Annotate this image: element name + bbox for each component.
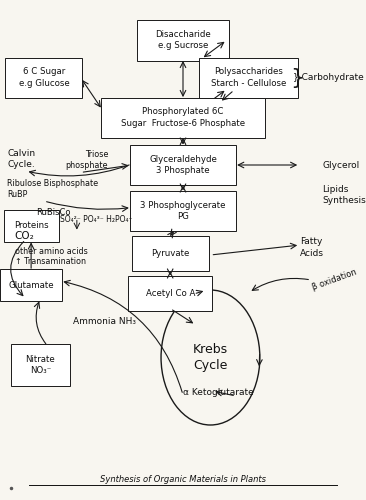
FancyBboxPatch shape (132, 236, 209, 271)
Text: Phosphorylated 6C
Sugar  Fructose-6 Phosphate: Phosphorylated 6C Sugar Fructose-6 Phosp… (121, 108, 245, 128)
Text: other amino acids: other amino acids (15, 246, 87, 256)
Text: β oxidation: β oxidation (311, 268, 358, 292)
Text: }: } (290, 68, 305, 87)
Text: CO₂: CO₂ (15, 231, 34, 241)
Text: } Carbohydrate: } Carbohydrate (293, 73, 363, 82)
Text: ↑ Transamination: ↑ Transamination (15, 256, 86, 266)
FancyBboxPatch shape (199, 58, 298, 98)
FancyBboxPatch shape (130, 145, 236, 185)
Text: Acetyl Co A: Acetyl Co A (146, 289, 195, 298)
Text: 3 Phosphoglycerate
PG: 3 Phosphoglycerate PG (140, 201, 226, 221)
FancyBboxPatch shape (130, 191, 236, 231)
Text: Ammonia NH₃: Ammonia NH₃ (73, 316, 136, 326)
FancyBboxPatch shape (4, 210, 59, 242)
FancyBboxPatch shape (0, 269, 62, 301)
FancyBboxPatch shape (11, 344, 70, 386)
Text: Ribulose Bisphosphate
RuBP: Ribulose Bisphosphate RuBP (7, 179, 98, 199)
Text: Polysaccharides
Starch - Cellulose: Polysaccharides Starch - Cellulose (211, 68, 287, 87)
Text: Triose
phosphate: Triose phosphate (66, 150, 108, 170)
Text: Calvin
Cycle.: Calvin Cycle. (7, 149, 36, 169)
Text: α Ketoglutarate: α Ketoglutarate (183, 388, 254, 397)
Text: RuBisCo: RuBisCo (37, 208, 71, 217)
FancyBboxPatch shape (128, 276, 212, 311)
Text: Nitrate
NO₃⁻: Nitrate NO₃⁻ (25, 355, 55, 375)
Text: Glutamate: Glutamate (8, 280, 54, 289)
Text: SO₄²⁻ PO₄³⁻ H₂PO₄⁻: SO₄²⁻ PO₄³⁻ H₂PO₄⁻ (60, 216, 133, 224)
Text: 6 C Sugar
e.g Glucose: 6 C Sugar e.g Glucose (19, 68, 69, 87)
Text: Proteins: Proteins (14, 222, 48, 230)
FancyBboxPatch shape (101, 98, 265, 138)
Text: Glyceraldehyde
3 Phosphate: Glyceraldehyde 3 Phosphate (149, 155, 217, 175)
Text: Pyruvate: Pyruvate (151, 249, 189, 258)
Text: Synthesis of Organic Materials in Plants: Synthesis of Organic Materials in Plants (100, 474, 266, 484)
Text: Disaccharide
e.g Sucrose: Disaccharide e.g Sucrose (155, 30, 211, 50)
Text: Glycerol: Glycerol (322, 160, 359, 170)
FancyBboxPatch shape (5, 58, 82, 98)
FancyBboxPatch shape (137, 20, 229, 60)
Text: Krebs
Cycle: Krebs Cycle (193, 343, 228, 372)
Text: Lipids
Synthesis: Lipids Synthesis (322, 185, 366, 205)
Text: Fatty
Acids: Fatty Acids (300, 238, 324, 258)
